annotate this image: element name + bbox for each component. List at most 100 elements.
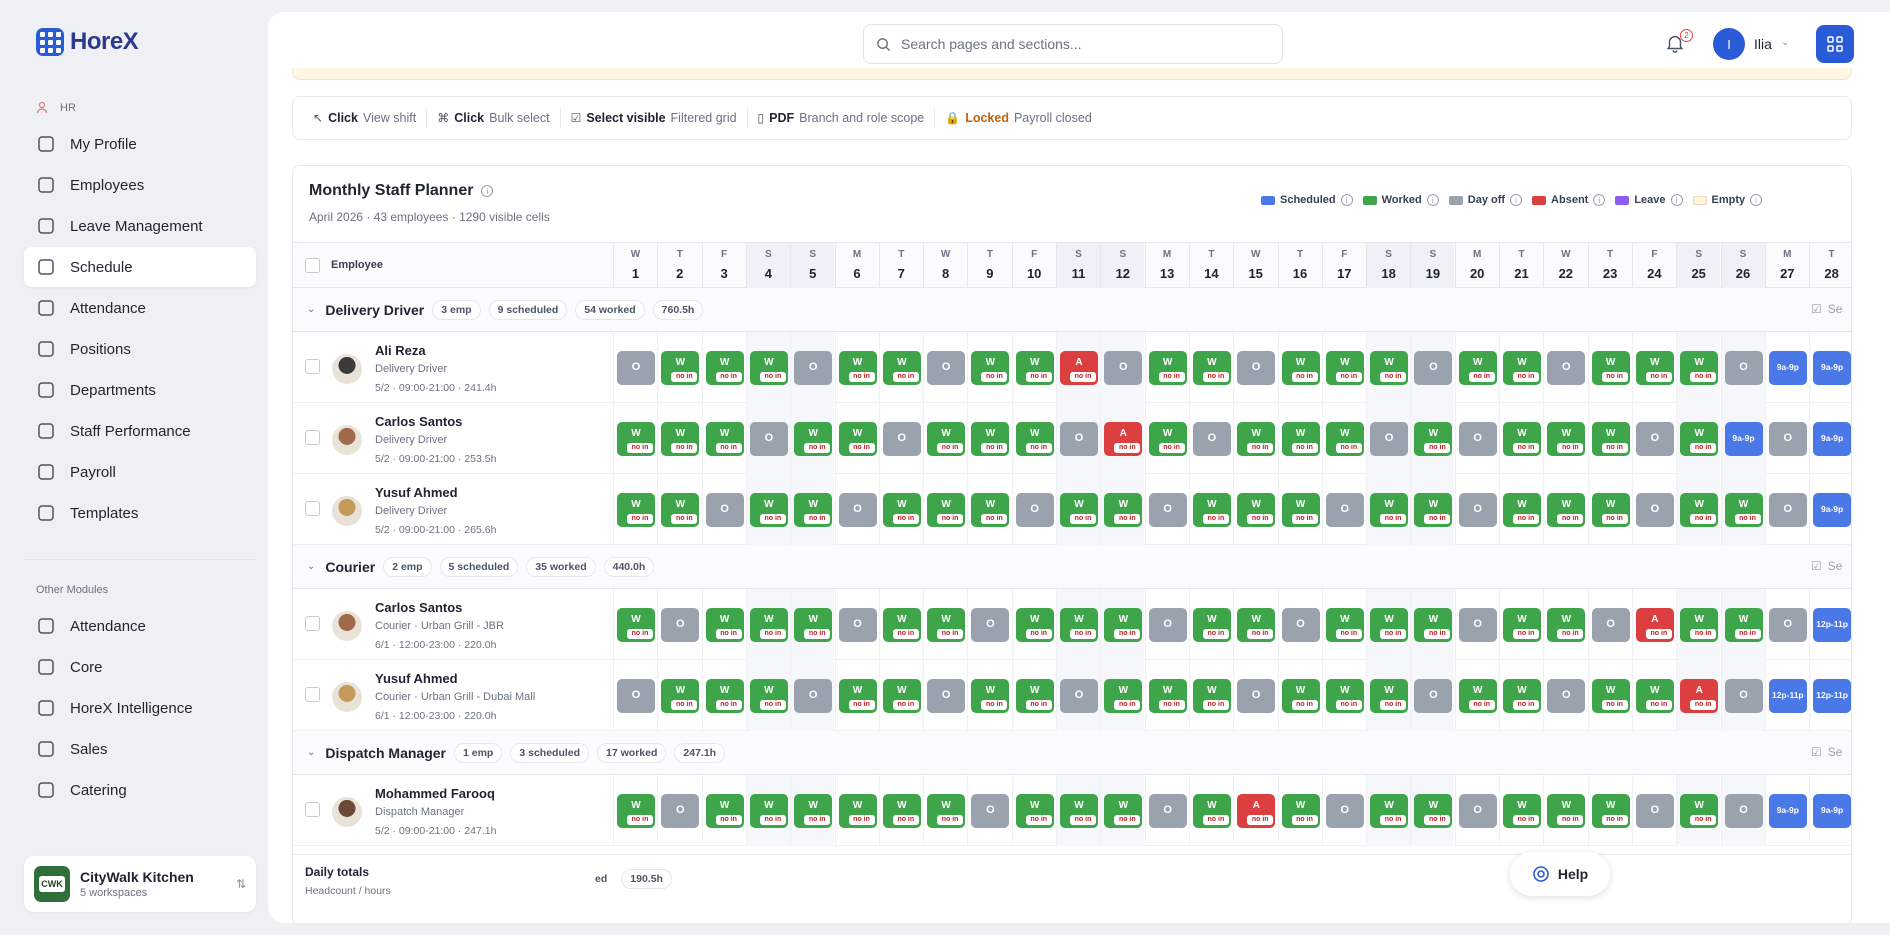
shift-chip-day-off[interactable]: O — [1635, 493, 1674, 527]
shift-cell[interactable]: O — [1056, 403, 1100, 474]
shift-chip-day-off[interactable]: O — [1015, 493, 1054, 527]
info-icon[interactable]: i — [1510, 194, 1523, 206]
shift-chip-day-off[interactable]: O — [1768, 422, 1807, 456]
toolbar-hint-4[interactable]: 🔒 Locked Payroll closed — [935, 108, 1102, 128]
employee-name[interactable]: Yusuf Ahmed — [375, 671, 458, 686]
toolbar-hint-2[interactable]: ☑ Select visible Filtered grid — [561, 108, 748, 128]
shift-chip-day-off[interactable]: O — [1458, 493, 1497, 527]
shift-cell[interactable]: 12p-11p — [1809, 589, 1851, 660]
employee-checkbox[interactable] — [305, 501, 320, 516]
employee-checkbox[interactable] — [305, 359, 320, 374]
shift-cell[interactable]: O — [790, 660, 835, 731]
shift-chip-day-off[interactable]: O — [1635, 794, 1674, 828]
shift-chip-day-off[interactable]: O — [1547, 679, 1586, 713]
info-icon[interactable]: i — [1593, 194, 1606, 206]
group-select-button[interactable]: ☑ Se — [1811, 745, 1842, 759]
shift-cell[interactable]: O — [1764, 403, 1809, 474]
shift-cell[interactable]: O — [1056, 660, 1100, 731]
info-icon[interactable]: i — [1426, 194, 1439, 206]
shift-cell[interactable]: O — [1321, 775, 1366, 846]
shift-chip-day-off[interactable]: O — [1458, 422, 1497, 456]
shift-cell[interactable]: O — [878, 403, 923, 474]
shift-chip-day-off[interactable]: O — [661, 794, 700, 828]
sidebar-module-horex-intelligence[interactable]: HoreX Intelligence — [24, 688, 256, 728]
shift-cell[interactable]: O — [1233, 332, 1277, 403]
shift-chip-day-off[interactable]: O — [1148, 493, 1187, 527]
shift-cell[interactable]: O — [1144, 589, 1189, 660]
group-select-button[interactable]: ☑ Se — [1811, 302, 1842, 316]
employee-name[interactable]: Yusuf Ahmed — [375, 485, 458, 500]
shift-cell[interactable]: O — [1144, 474, 1189, 545]
sidebar-item-positions[interactable]: Positions — [24, 329, 256, 369]
shift-chip-day-off[interactable]: O — [617, 351, 655, 385]
shift-chip-scheduled[interactable]: 12p-11p — [1813, 679, 1851, 713]
shift-chip-day-off[interactable]: O — [794, 351, 833, 385]
shift-cell[interactable]: 12p-11p — [1809, 660, 1851, 731]
shift-chip-scheduled[interactable]: 9a-9p — [1768, 794, 1807, 828]
shift-cell[interactable]: O — [701, 474, 746, 545]
shift-chip-day-off[interactable]: O — [1458, 608, 1497, 642]
shift-cell[interactable]: O — [1233, 660, 1277, 731]
employee-checkbox[interactable] — [305, 687, 320, 702]
shift-cell[interactable]: O — [1366, 403, 1411, 474]
shift-cell[interactable]: O — [613, 332, 657, 403]
shift-cell[interactable]: 12p-11p — [1764, 660, 1809, 731]
shift-chip-day-off[interactable]: O — [971, 794, 1010, 828]
employee-name[interactable]: Carlos Santos — [375, 414, 463, 429]
info-icon[interactable]: i — [1340, 194, 1353, 206]
